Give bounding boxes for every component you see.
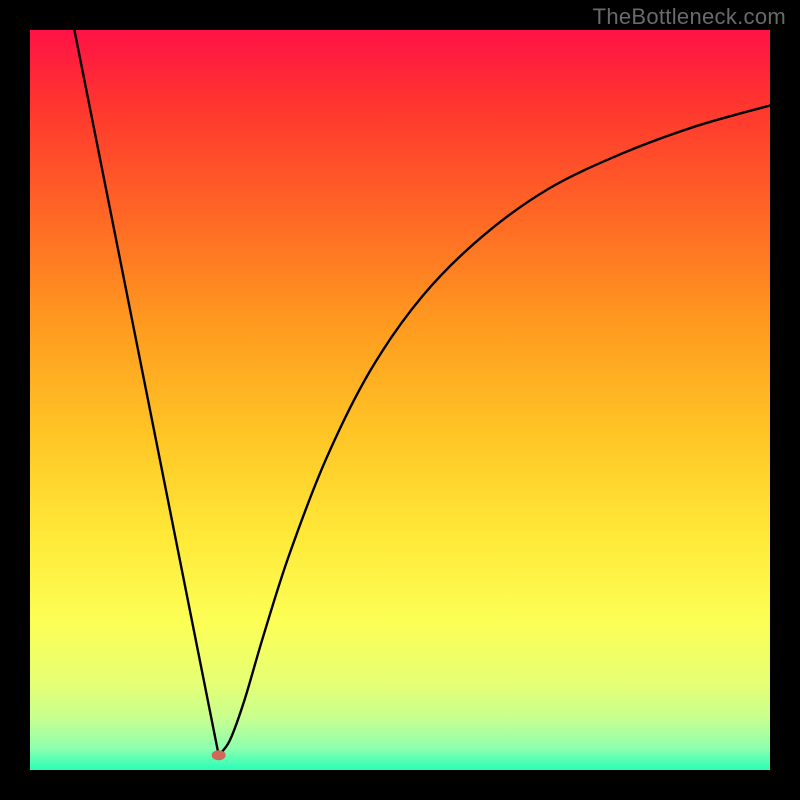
bottleneck-curve-chart — [30, 30, 770, 770]
minimum-marker — [212, 750, 226, 760]
watermark-text: TheBottleneck.com — [593, 4, 786, 30]
gradient-background — [30, 30, 770, 770]
chart-frame: TheBottleneck.com — [0, 0, 800, 800]
plot-area — [30, 30, 770, 770]
